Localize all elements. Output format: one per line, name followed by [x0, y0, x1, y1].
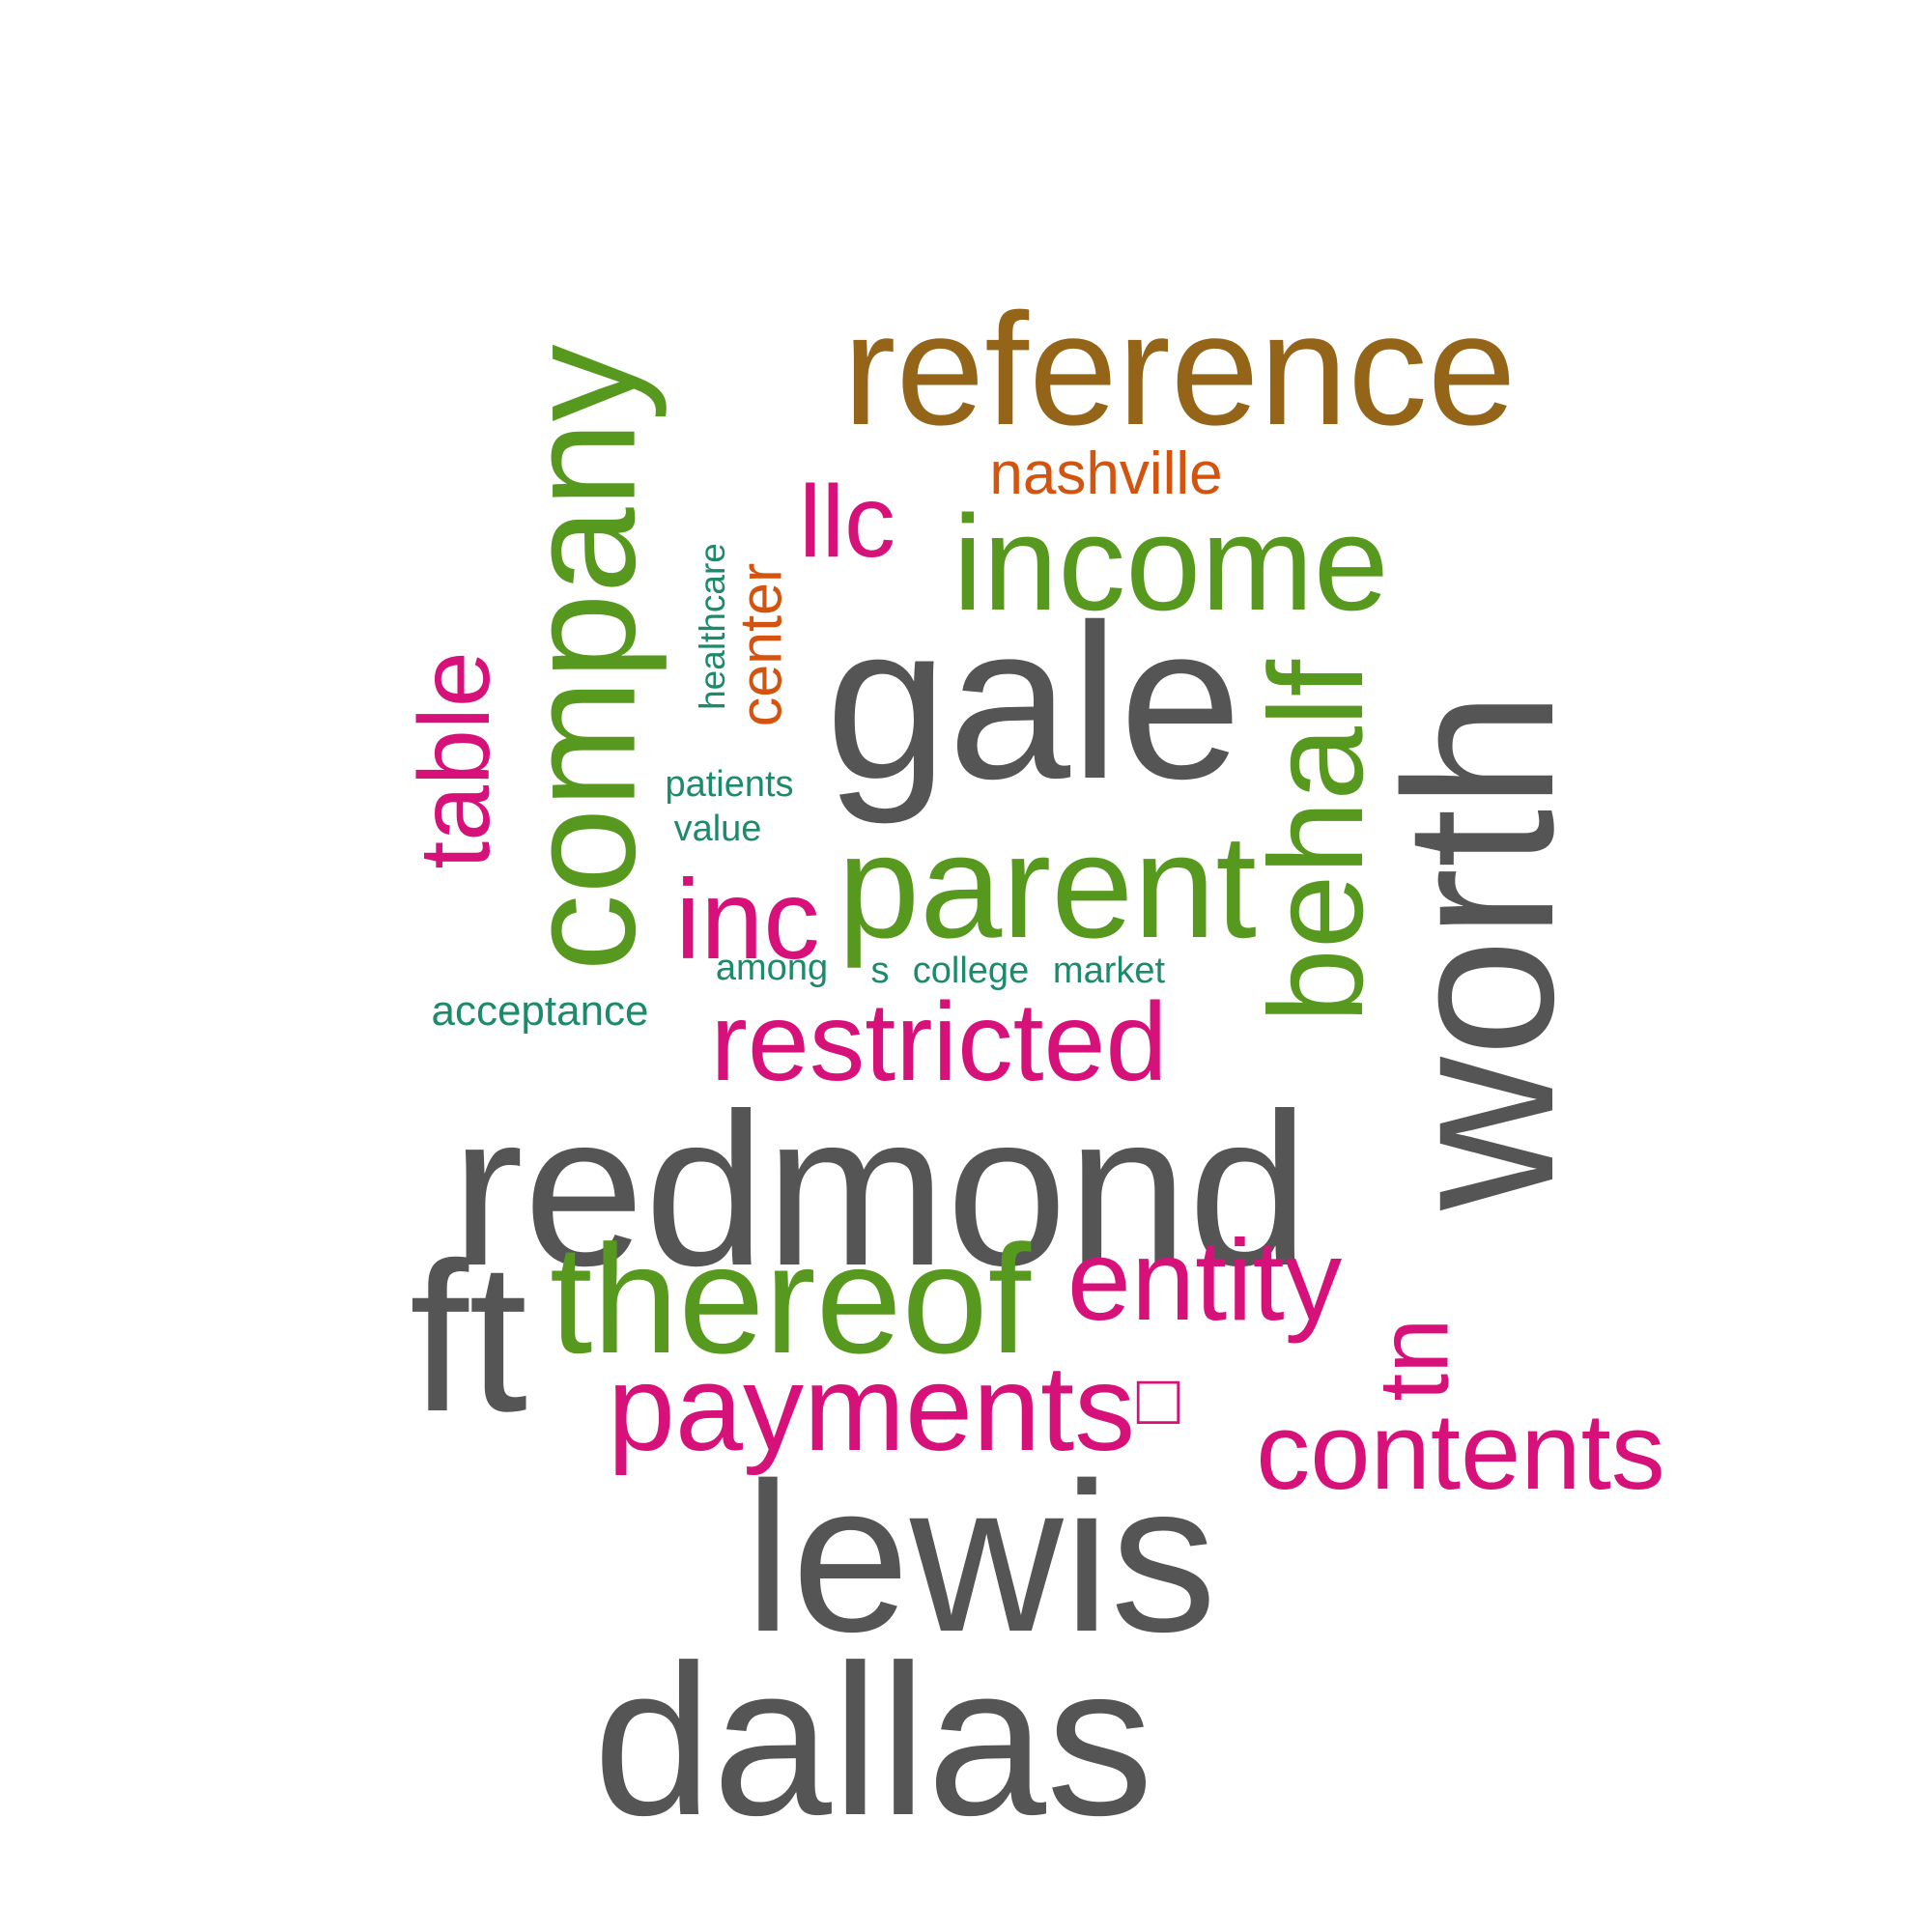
word-parent: parent	[838, 803, 1257, 969]
word-gale: gale	[825, 580, 1242, 825]
word-dallas: dallas	[592, 1621, 1154, 1861]
word-reference: reference	[842, 279, 1517, 458]
word-entity: entity	[1066, 1215, 1343, 1345]
word-box-glyph: □	[1136, 1359, 1180, 1439]
word-among: among	[715, 948, 829, 988]
word-patients: patients	[665, 764, 794, 805]
word-s: s	[870, 951, 890, 991]
word-value: value	[673, 809, 762, 849]
word-healthcare: healthcare	[692, 542, 732, 710]
word-contents: contents	[1256, 1391, 1665, 1512]
word-income: income	[952, 487, 1389, 639]
word-inc: inc	[675, 855, 820, 982]
word-college: college	[912, 951, 1030, 991]
word-center: center	[727, 562, 794, 726]
word-ft: ft	[409, 1218, 528, 1456]
word-redmond: redmond	[450, 1066, 1310, 1311]
word-tn: tn	[1357, 1318, 1469, 1401]
word-acceptance: acceptance	[431, 987, 649, 1035]
word-lewis: lewis	[744, 1438, 1217, 1676]
word-nashville: nashville	[989, 440, 1223, 507]
word-payments: payments	[607, 1340, 1136, 1476]
word-worth: worth	[1360, 691, 1598, 1210]
word-restricted: restricted	[710, 980, 1168, 1104]
word-market: market	[1052, 951, 1166, 991]
word-llc: llc	[798, 465, 896, 579]
word-company: company	[495, 344, 668, 972]
word-thereof: thereof	[549, 1212, 1032, 1385]
word-table: table	[399, 651, 511, 869]
